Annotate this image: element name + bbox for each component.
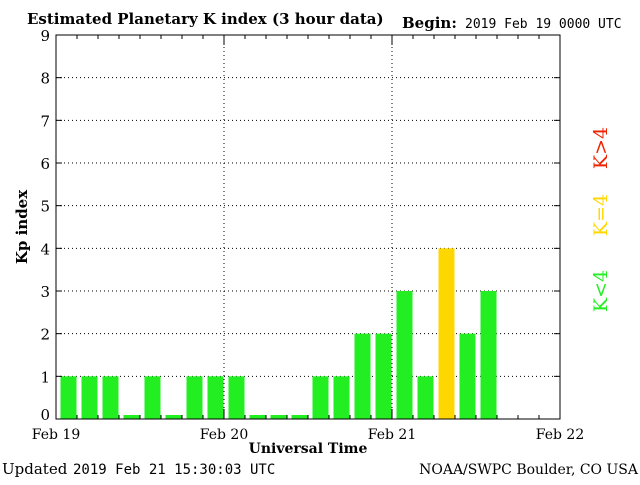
kp-bar [102,376,119,419]
chart-title: Estimated Planetary K index (3 hour data… [27,10,384,28]
begin-label: Begin: [402,14,457,32]
kp-bar [270,415,287,419]
kp-bar [396,291,413,419]
y-axis-ticks: 0 1 2 3 4 5 6 7 8 9 [40,27,560,424]
updated-value: 2019 Feb 21 15:30:03 UTC [73,462,275,478]
kp-bar [144,376,161,419]
y-tick-label: 2 [40,326,50,344]
kp-bar [438,248,455,419]
y-tick-label: 9 [40,27,50,45]
kp-bar [312,376,329,419]
y-tick-label: 8 [40,70,50,88]
kp-bar [81,376,98,419]
updated-label: Updated [2,460,68,478]
source-credit: NOAA/SWPC Boulder, CO USA [419,462,639,478]
y-tick-label: 7 [40,112,50,130]
kp-bar [354,333,371,419]
y-tick-label: 5 [40,198,50,216]
x-tick-label: Feb 19 [32,427,80,443]
kp-bar [480,291,497,419]
y-tick-label: 6 [40,155,50,173]
x-tick-label: Feb 21 [368,427,416,443]
kp-bar [60,376,77,419]
x-tick-label: Feb 20 [200,427,248,443]
y-axis-label: Kp index [13,189,31,264]
kp-bar [459,333,476,419]
legend-k-equal-4: K=4 [590,194,612,236]
y-tick-label: 0 [40,406,50,424]
x-tick-label: Feb 22 [536,427,584,443]
kp-bar [207,376,224,419]
y-tick-label: 3 [40,283,50,301]
x-axis-ticks: Feb 19 Feb 20 Feb 21 Feb 22 [32,35,584,443]
x-axis-label: Universal Time [249,441,368,457]
legend-k-below-4: K<4 [590,270,612,312]
kp-bar [291,415,308,419]
kp-bar [186,376,203,419]
legend-k-above-4: K>4 [590,127,612,169]
bars-group [60,248,497,419]
y-tick-label: 4 [40,240,50,258]
grid-lines [56,35,560,419]
kp-bar [228,376,245,419]
kp-bar [249,415,266,419]
kp-bar [417,376,434,419]
y-tick-label: 1 [40,368,50,386]
begin-value: 2019 Feb 19 0000 UTC [465,17,622,32]
kp-bar [123,415,140,419]
kp-bar [375,333,392,419]
kp-bar [333,376,350,419]
kp-bar [165,415,182,419]
